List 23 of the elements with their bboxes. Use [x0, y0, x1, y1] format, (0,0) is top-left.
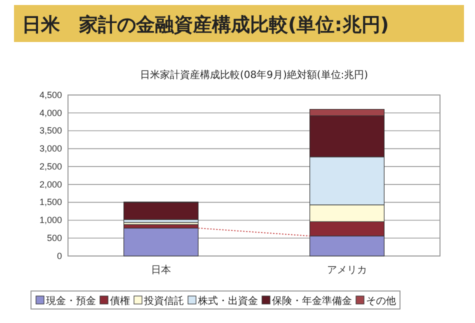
legend-label: 投資信託: [143, 295, 184, 307]
y-tick-label: 1,500: [39, 197, 62, 208]
y-tick-label: 3,000: [39, 144, 62, 154]
y-tick-label: 0: [56, 250, 62, 261]
x-tick-label: 日本: [151, 264, 171, 276]
y-tick-label: 4,000: [39, 108, 62, 118]
chart-title: 日米 家計の金融資産構成比較(単位:兆円): [22, 14, 389, 36]
legend-label: 株式・出資金: [197, 295, 258, 307]
chart-subtitle: 日米家計資産構成比較(08年9月)絶対額(単位:兆円): [140, 69, 368, 81]
y-tick-label: 2,000: [39, 179, 62, 190]
bar: [124, 222, 198, 225]
x-tick-label: アメリカ: [327, 265, 367, 276]
legend-label: その他: [366, 295, 396, 307]
bar: [124, 202, 198, 220]
legend-label: 保険・年金準備金: [272, 295, 352, 307]
bar: [124, 228, 198, 256]
y-tick-label: 500: [46, 232, 62, 243]
y-tick-label: 1,000: [39, 215, 62, 226]
legend-label: 現金・預金: [46, 295, 96, 307]
y-tick-label: 2,500: [39, 161, 62, 172]
legend-label: 債権: [110, 295, 130, 307]
y-tick-label: 3,500: [39, 126, 62, 136]
y-tick-label: 4,500: [39, 90, 62, 100]
